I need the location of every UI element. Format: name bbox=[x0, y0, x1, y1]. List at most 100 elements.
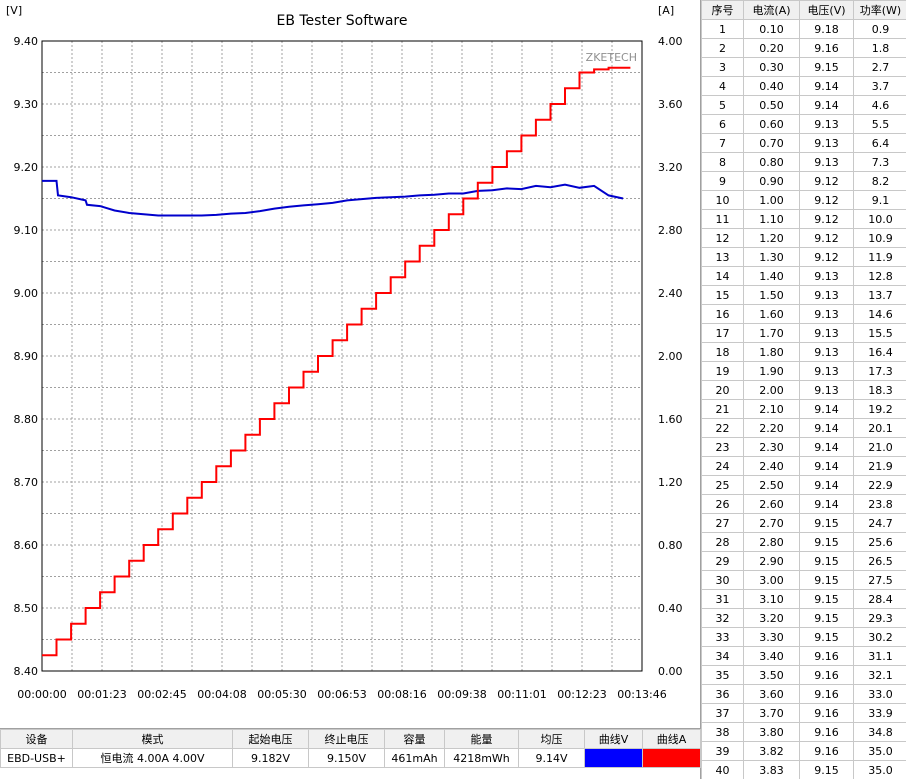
curve-a-color-swatch[interactable] bbox=[643, 749, 701, 768]
cell-power: 26.5 bbox=[854, 552, 906, 571]
summary-value-row: EBD-USB+ 恒电流 4.00A 4.00V 9.182V 9.150V 4… bbox=[1, 749, 701, 768]
cell-index: 36 bbox=[702, 685, 744, 704]
cell-voltage: 9.16 bbox=[800, 647, 854, 666]
left-tick-label: 9.40 bbox=[14, 35, 39, 48]
right-tick-label: 2.00 bbox=[658, 350, 683, 363]
cell-current: 0.20 bbox=[744, 39, 800, 58]
cell-power: 34.8 bbox=[854, 723, 906, 742]
cell-voltage: 9.14 bbox=[800, 77, 854, 96]
cell-current: 2.60 bbox=[744, 495, 800, 514]
right-tick-label: 3.20 bbox=[658, 161, 683, 174]
summary-header-mode: 模式 bbox=[73, 730, 233, 749]
summary-header-curve-v: 曲线V bbox=[585, 730, 643, 749]
cell-index: 18 bbox=[702, 343, 744, 362]
cell-voltage: 9.15 bbox=[800, 761, 854, 780]
time-tick-label: 00:06:53 bbox=[317, 688, 366, 701]
table-header-row: 序号 电流(A) 电压(V) 功率(W) bbox=[702, 1, 906, 20]
right-tick-label: 0.00 bbox=[658, 665, 683, 678]
cell-voltage: 9.12 bbox=[800, 210, 854, 229]
cell-index: 21 bbox=[702, 400, 744, 419]
cell-current: 1.40 bbox=[744, 267, 800, 286]
cell-index: 19 bbox=[702, 362, 744, 381]
cell-index: 39 bbox=[702, 742, 744, 761]
col-header-index[interactable]: 序号 bbox=[702, 1, 744, 20]
cell-voltage: 9.14 bbox=[800, 476, 854, 495]
cell-voltage: 9.15 bbox=[800, 533, 854, 552]
time-tick-label: 00:01:23 bbox=[77, 688, 126, 701]
cell-current: 1.20 bbox=[744, 229, 800, 248]
chart-title: EB Tester Software bbox=[276, 13, 407, 29]
cell-voltage: 9.13 bbox=[800, 305, 854, 324]
cell-voltage: 9.16 bbox=[800, 704, 854, 723]
cell-voltage: 9.16 bbox=[800, 742, 854, 761]
cell-index: 28 bbox=[702, 533, 744, 552]
cell-index: 3 bbox=[702, 58, 744, 77]
summary-header-start-voltage: 起始电压 bbox=[233, 730, 309, 749]
cell-power: 9.1 bbox=[854, 191, 906, 210]
cell-voltage: 9.15 bbox=[800, 628, 854, 647]
cell-current: 3.20 bbox=[744, 609, 800, 628]
cell-power: 1.8 bbox=[854, 39, 906, 58]
cell-current: 3.50 bbox=[744, 666, 800, 685]
cell-current: 3.60 bbox=[744, 685, 800, 704]
summary-device: EBD-USB+ bbox=[1, 749, 73, 768]
cell-power: 8.2 bbox=[854, 172, 906, 191]
col-header-current[interactable]: 电流(A) bbox=[744, 1, 800, 20]
left-tick-label: 9.20 bbox=[14, 161, 39, 174]
curve-v-color-swatch[interactable] bbox=[585, 749, 643, 768]
cell-voltage: 9.12 bbox=[800, 248, 854, 267]
cell-index: 25 bbox=[702, 476, 744, 495]
left-axis-unit: [V] bbox=[6, 4, 22, 17]
time-tick-label: 00:00:00 bbox=[17, 688, 66, 701]
col-header-voltage[interactable]: 电压(V) bbox=[800, 1, 854, 20]
cell-voltage: 9.15 bbox=[800, 58, 854, 77]
cell-voltage: 9.12 bbox=[800, 229, 854, 248]
cell-power: 29.3 bbox=[854, 609, 906, 628]
cell-power: 35.0 bbox=[854, 742, 906, 761]
cell-current: 3.82 bbox=[744, 742, 800, 761]
col-header-power[interactable]: 功率(W) bbox=[854, 1, 906, 20]
cell-voltage: 9.13 bbox=[800, 362, 854, 381]
